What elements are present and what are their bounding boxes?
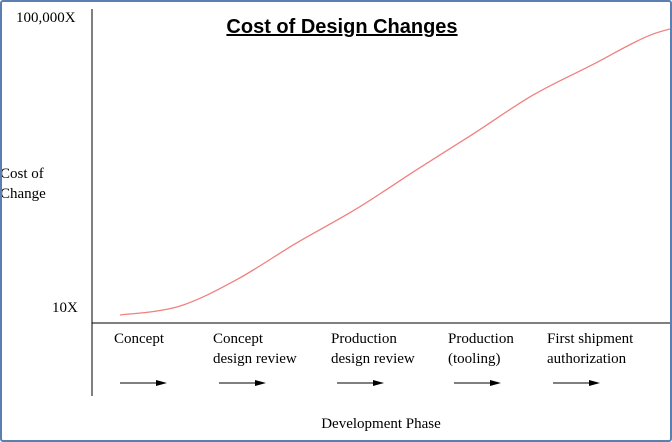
- y-tick-label-bottom: 10X: [52, 300, 78, 316]
- category-label-5: First shipment authorization: [547, 331, 634, 367]
- phase-arrow-3: [337, 380, 384, 386]
- phase-arrow-1: [120, 380, 167, 386]
- category-label-2-line-1: Concept: [213, 331, 264, 347]
- category-label-5-line-2: authorization: [547, 351, 627, 367]
- y-axis-label-line-1: Cost of: [2, 166, 44, 182]
- category-label-2: Concept design review: [213, 331, 297, 367]
- phase-arrow-2: [219, 380, 266, 386]
- category-label-3-line-2: design review: [331, 351, 415, 367]
- x-axis-label: Development Phase: [321, 416, 441, 432]
- y-tick-label-top: 100,000X: [16, 10, 76, 26]
- phase-arrows: [120, 380, 600, 386]
- chart-title: Cost of Design Changes: [226, 16, 457, 38]
- category-label-1-line-1: Concept: [114, 331, 165, 347]
- series-points: [120, 21, 670, 315]
- category-label-5-line-1: First shipment: [547, 331, 634, 347]
- category-label-3-line-1: Production: [331, 331, 397, 347]
- category-label-4-line-2: (tooling): [448, 351, 501, 367]
- category-label-1: Concept: [114, 331, 165, 347]
- category-labels: Concept Concept design review Production des…: [114, 331, 634, 367]
- category-label-3: Production design review: [331, 331, 415, 367]
- phase-arrow-5: [553, 380, 600, 386]
- category-label-4: Production (tooling): [448, 331, 514, 367]
- category-label-2-line-2: design review: [213, 351, 297, 367]
- series-line: [119, 28, 670, 316]
- category-label-4-line-1: Production: [448, 331, 514, 347]
- phase-arrow-4: [454, 380, 501, 386]
- y-axis-label-line-2: Change: [2, 186, 46, 202]
